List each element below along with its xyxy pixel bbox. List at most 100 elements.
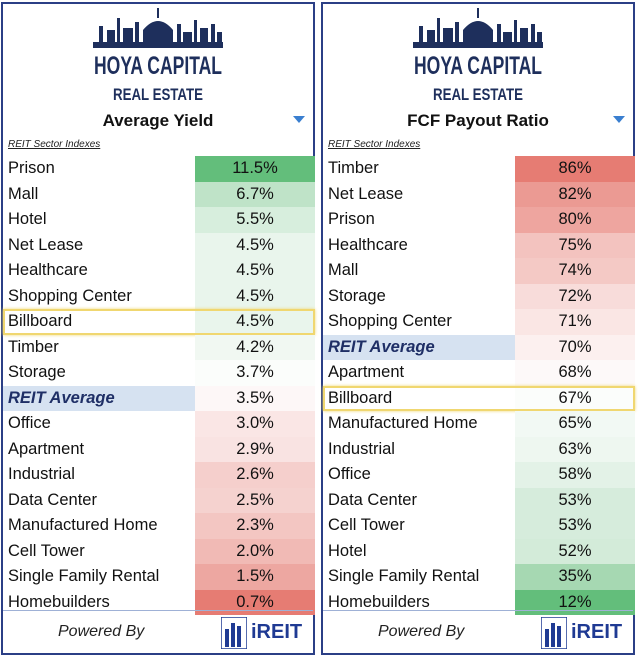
table-row: Prison 80% (323, 207, 635, 233)
panel-subtitle: REIT Sector Indexes (8, 139, 101, 150)
brand-line2: REAL ESTATE (433, 85, 523, 104)
sector-label: Hotel (328, 541, 367, 560)
ireit-logo: iREIT (540, 616, 623, 650)
sector-label: Timber (8, 337, 59, 356)
value-cell: 35% (515, 564, 635, 590)
hoya-capital-logo: HOYA CAPITAL REAL ESTATE (3, 8, 313, 108)
sector-label: Net Lease (328, 184, 404, 203)
value-cell: 5.5% (195, 207, 315, 233)
sector-label: Cell Tower (328, 516, 405, 534)
sector-label: Shopping Center (8, 286, 132, 305)
value-cell: 4.5% (195, 232, 315, 258)
sector-label: Healthcare (328, 235, 408, 254)
ireit-building-icon (540, 616, 568, 650)
value-cell: 2.0% (195, 538, 315, 564)
table-row: Billboard 67% (323, 385, 635, 411)
table-row: Office 3.0% (3, 411, 315, 437)
sector-label: Shopping Center (328, 312, 452, 330)
sector-label: Storage (328, 286, 386, 305)
value-cell: 3.7% (195, 360, 315, 386)
sector-label: Single Family Rental (8, 567, 160, 585)
sector-label: Data Center (8, 490, 97, 509)
value-cell: 4.5% (195, 309, 315, 335)
table-row: Storage 72% (323, 283, 635, 309)
average-row-fill (323, 334, 515, 360)
table-row: Single Family Rental 35% (323, 564, 635, 590)
table-row: Prison 11.5% (3, 156, 315, 182)
table-row: Shopping Center 71% (323, 309, 635, 335)
sector-label: Manufactured Home (8, 516, 158, 534)
sector-label: Prison (8, 159, 55, 177)
table-row: Shopping Center 4.5% (3, 283, 315, 309)
sector-label: Apartment (8, 439, 85, 458)
table-row: Mall 6.7% (3, 181, 315, 207)
sector-label: Billboard (328, 388, 393, 407)
value-cell: 2.5% (195, 487, 315, 513)
table-row: Hotel 52% (323, 538, 635, 564)
value-cell: 4.2% (195, 334, 315, 360)
value-cell: 70% (515, 334, 635, 360)
brand-line1: HOYA CAPITAL (414, 52, 542, 80)
table-row: Data Center 2.5% (3, 487, 315, 513)
value-cell: 52% (515, 538, 635, 564)
table-row: Apartment 2.9% (3, 436, 315, 462)
table-row: Industrial 2.6% (3, 462, 315, 488)
table-row: Manufactured Home 65% (323, 411, 635, 437)
table-row: Hotel 5.5% (3, 207, 315, 233)
value-cell: 2.6% (195, 462, 315, 488)
sector-label: Apartment (328, 363, 405, 381)
sector-label: Homebuilders (328, 592, 430, 611)
sector-label: Manufactured Home (328, 414, 478, 432)
sector-label: Data Center (328, 490, 417, 509)
sector-label: Billboard (8, 312, 73, 330)
table-rows: Prison 11.5% Mall 6.7% Hotel 5.5% Net Lease 4.5… (3, 156, 315, 615)
dropdown-caret-icon[interactable] (613, 116, 625, 123)
table-row: Net Lease 4.5% (3, 232, 315, 258)
value-cell: 53% (515, 513, 635, 539)
dropdown-caret-icon[interactable] (293, 116, 305, 123)
ireit-building-icon (220, 616, 248, 650)
panel-subtitle: REIT Sector Indexes (328, 139, 421, 150)
table-row: Healthcare 75% (323, 232, 635, 258)
brand-line2: REAL ESTATE (113, 85, 203, 104)
table-rows: Timber 86% Net Lease 82% Prison 80% Healthcare… (323, 156, 635, 615)
sector-label: Mall (328, 261, 359, 279)
hoya-capital-logo: HOYA CAPITAL REAL ESTATE (323, 8, 633, 108)
sector-label: Office (8, 414, 51, 432)
sector-label: REIT Average (328, 337, 435, 356)
table-row: Cell Tower 2.0% (3, 538, 315, 564)
table-row: Healthcare 4.5% (3, 258, 315, 284)
powered-by-text: Powered By (378, 623, 465, 640)
ireit-logo: iREIT (220, 616, 302, 650)
footer: Powered By iREIT (3, 610, 313, 653)
footer: Powered By iREIT (323, 610, 633, 653)
panel-title: FCF Payout Ratio (407, 111, 549, 130)
average-row-fill (3, 385, 195, 411)
value-cell: 53% (515, 487, 635, 513)
sector-label: Mall (8, 184, 39, 203)
highlight-box (3, 309, 315, 335)
sector-label: Storage (8, 363, 66, 381)
table-row: Data Center 53% (323, 487, 635, 513)
value-cell: 1.5% (195, 564, 315, 590)
brand-line1: HOYA CAPITAL (94, 52, 222, 80)
value-cell: 58% (515, 462, 635, 488)
sector-label: Office (328, 465, 371, 483)
value-cell: 75% (515, 232, 635, 258)
sector-label: Net Lease (8, 235, 84, 254)
fcf-payout-panel: HOYA CAPITAL REAL ESTATE FCF Payout Rati… (321, 2, 635, 655)
value-cell: 2.9% (195, 436, 315, 462)
value-cell: 71% (515, 309, 635, 335)
value-cell: 3.5% (195, 385, 315, 411)
sector-label: Cell Tower (8, 541, 85, 560)
powered-by-text: Powered By (58, 623, 145, 640)
sector-label: Prison (328, 210, 375, 228)
table-row: Timber 86% (323, 156, 635, 182)
value-cell: 80% (515, 207, 635, 233)
value-cell: 67% (515, 385, 635, 411)
value-cell: 3.0% (195, 411, 315, 437)
value-cell: 68% (515, 360, 635, 386)
sector-label: Single Family Rental (328, 567, 480, 585)
table-row: Manufactured Home 2.3% (3, 513, 315, 539)
ireit-wordmark: iREIT (571, 621, 623, 643)
